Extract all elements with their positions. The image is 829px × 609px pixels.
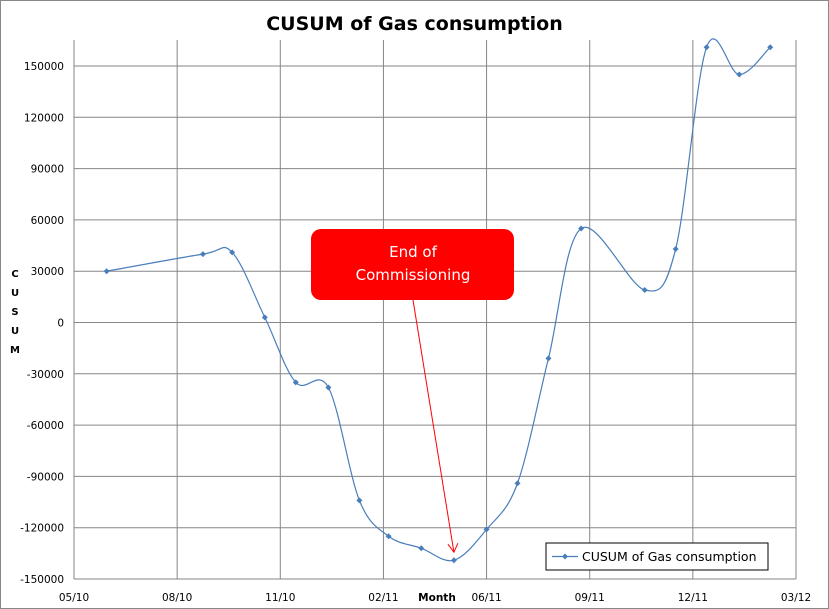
annotation-text: End of xyxy=(389,243,437,261)
data-point xyxy=(292,379,299,386)
x-tick-label: 02/11 xyxy=(368,592,398,604)
y-tick-label: -30000 xyxy=(27,369,64,381)
data-point xyxy=(578,225,585,232)
x-tick-label: 08/10 xyxy=(162,592,192,604)
data-point xyxy=(736,71,743,78)
y-axis-label-letter: U xyxy=(10,326,20,337)
series-line xyxy=(106,38,771,562)
y-tick-label: -120000 xyxy=(20,523,64,535)
y-tick-label: 90000 xyxy=(31,164,64,176)
chart-title: CUSUM of Gas consumption xyxy=(266,13,563,35)
y-axis-label-letter: C xyxy=(11,269,19,280)
x-tick-label: 12/11 xyxy=(678,592,708,604)
data-point xyxy=(356,497,363,504)
data-point xyxy=(450,557,457,564)
y-axis-label-letter: M xyxy=(10,345,20,356)
data-point xyxy=(418,545,425,552)
data-point xyxy=(703,44,710,51)
x-axis-label: Month xyxy=(418,592,456,604)
data-point xyxy=(767,44,774,51)
arrowhead-icon xyxy=(447,542,459,554)
y-tick-label: 60000 xyxy=(31,215,64,227)
data-point xyxy=(483,526,490,533)
data-point xyxy=(545,355,552,362)
y-tick-label: 0 xyxy=(57,318,64,330)
legend-box xyxy=(545,542,769,571)
x-tick-label: 05/10 xyxy=(59,592,89,604)
x-tick-label: 06/11 xyxy=(471,592,501,604)
data-point xyxy=(672,245,679,252)
data-point xyxy=(103,268,110,275)
y-axis-label-letter: U xyxy=(10,288,20,299)
y-axis-label-letter: S xyxy=(11,307,19,318)
data-point xyxy=(385,533,392,540)
x-tick-label: 09/11 xyxy=(575,592,605,604)
data-point xyxy=(514,480,521,487)
data-point xyxy=(261,314,268,321)
y-tick-label: 150000 xyxy=(24,61,64,73)
y-tick-label: -150000 xyxy=(20,574,64,586)
y-tick-label: -90000 xyxy=(27,471,64,483)
y-tick-label: -60000 xyxy=(27,420,64,432)
annotation-arrow xyxy=(412,299,455,553)
data-point xyxy=(229,249,236,256)
legend-marker xyxy=(562,553,568,560)
data-point xyxy=(199,251,206,258)
x-tick-label: 11/10 xyxy=(265,592,295,604)
annotation-text: Commissioning xyxy=(356,266,471,284)
x-tick-label: 03/12 xyxy=(781,592,811,604)
data-point xyxy=(325,384,332,391)
data-point xyxy=(641,287,648,294)
y-tick-label: 30000 xyxy=(31,266,64,278)
legend-label: CUSUM of Gas consumption xyxy=(582,549,757,564)
annotation-box xyxy=(311,229,514,300)
y-tick-label: 120000 xyxy=(24,112,64,124)
